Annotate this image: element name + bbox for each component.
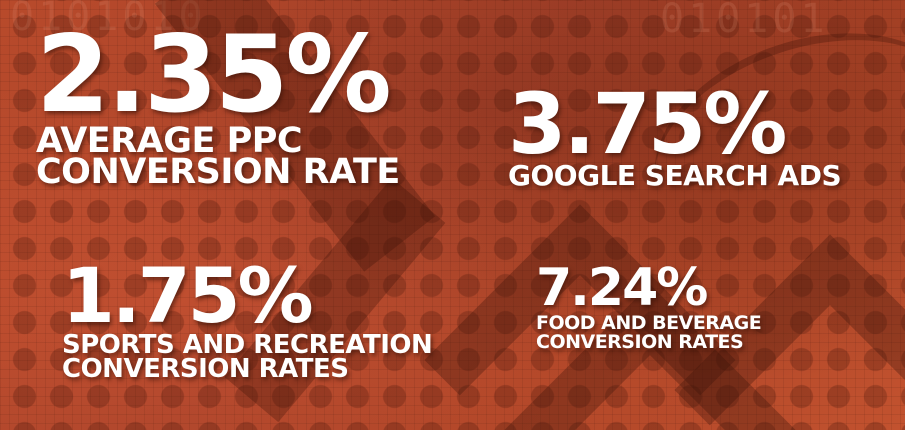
stat-value: 7.24% [536,258,708,318]
stat-label-line: AVERAGE PPC [36,121,303,161]
stat-label-line: CONVERSION RATES [62,354,349,384]
background-binary-text: 010101 [660,0,829,42]
stat-google-search-ads: 3.75% GOOGLE SEARCH ADS [508,75,842,192]
background-binary-text: 0101010 [10,0,207,40]
stat-average-ppc: 2.35% AVERAGE PPC CONVERSION RATE [36,22,400,190]
stat-label-line: CONVERSION RATES [536,331,744,353]
stat-value: 3.75% [508,75,787,173]
stat-sports-recreation: 1.75% SPORTS AND RECREATION CONVERSION R… [62,251,433,384]
stat-label-line: GOOGLE SEARCH ADS [508,159,842,192]
stat-value: 2.35% [36,13,392,136]
stat-label-line: FOOD AND BEVERAGE [536,312,762,334]
stat-label-line: CONVERSION RATE [36,152,400,192]
stat-food-beverage: 7.24% FOOD AND BEVERAGE CONVERSION RATES [536,258,762,353]
stat-label-line: SPORTS AND RECREATION [62,330,433,360]
stat-value: 1.75% [62,251,314,340]
